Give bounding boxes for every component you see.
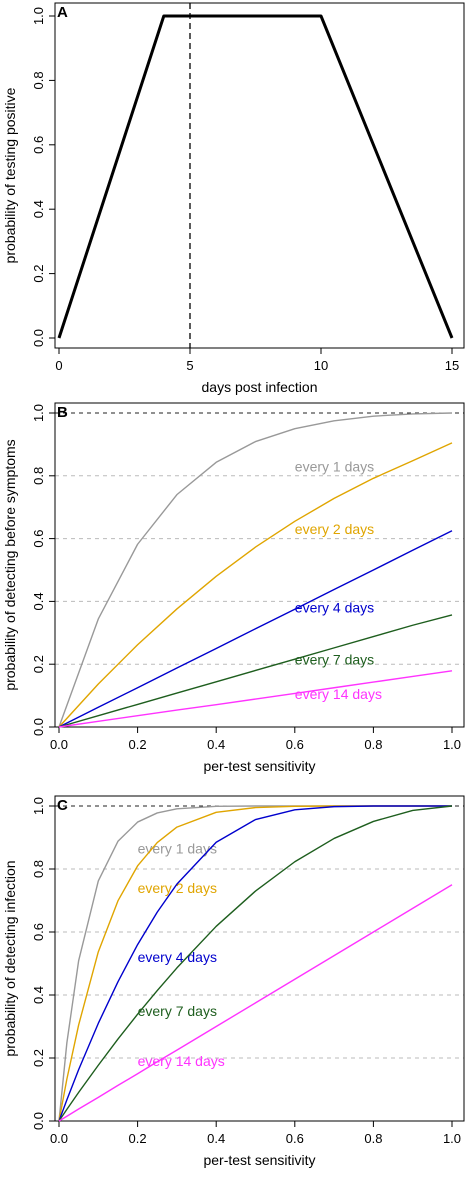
x-tick-label-2: 0.4 (207, 737, 225, 752)
y-tick-label-3: 0.6 (31, 923, 46, 941)
y-tick-label-5: 1.0 (31, 404, 46, 422)
y-axis-title: probability of testing positive (2, 87, 18, 263)
series-label-every-14-days: every 14 days (138, 1053, 225, 1069)
x-axis-title: per-test sensitivity (203, 758, 315, 774)
y-axis-title: probability of detecting infection (2, 860, 18, 1056)
series-label-every-1-days: every 1 days (138, 841, 217, 857)
panel-letter: A (57, 4, 68, 21)
chart-panel-b: B 0.0 0.2 0.4 0.6 0.8 1.0 0.0 0.2 0.4 0.6 0.8 1.0 per… (2, 402, 465, 774)
y-axis-title: probability of detecting before symptoms (2, 439, 18, 690)
series-line-every-14-days (58, 670, 453, 728)
panel-letter: C (57, 797, 68, 814)
series-line-every-1-days (58, 805, 452, 1122)
series-label-every-4-days: every 4 days (138, 949, 217, 965)
y-tick-label-3: 0.6 (31, 530, 46, 548)
x-tick-label-3: 0.6 (286, 1131, 304, 1146)
x-tick-label-5: 1.0 (443, 1131, 461, 1146)
x-axis-title: days post infection (202, 379, 318, 395)
x-tick-label-1: 5 (186, 358, 193, 373)
series-line-every-4-days (58, 805, 452, 1122)
y-tick-label-5: 1.0 (31, 7, 46, 25)
x-axis-title: per-test sensitivity (203, 1152, 315, 1168)
x-tick-label-3: 0.6 (286, 737, 304, 752)
y-tick-label-0: 0.0 (31, 718, 46, 736)
plot-frame (54, 795, 465, 1122)
series-label-every-7-days: every 7 days (295, 651, 374, 667)
chart-panel-a: A 0 5 10 15 0.0 0.2 0.4 0.6 0.8 1.0 days post infec… (2, 2, 465, 395)
series-label-every-1-days: every 1 days (295, 458, 374, 474)
x-tick-label-5: 1.0 (443, 737, 461, 752)
plot-frame (54, 402, 465, 728)
series-line-curve (57, 14, 454, 339)
y-tick-label-1: 0.2 (31, 1049, 46, 1067)
x-tick-label-4: 0.8 (364, 737, 382, 752)
series-line-every-14-days (58, 884, 453, 1122)
x-tick-label-4: 0.8 (364, 1131, 382, 1146)
series-label-every-4-days: every 4 days (295, 600, 374, 616)
x-tick-label-0: 0.0 (50, 1131, 68, 1146)
panel-letter: B (57, 404, 68, 421)
plot-frame (54, 2, 465, 349)
y-tick-label-4: 0.8 (31, 860, 46, 878)
y-tick-label-0: 0.0 (31, 1112, 46, 1130)
x-tick-label-1: 0.2 (129, 737, 147, 752)
y-tick-label-3: 0.6 (31, 136, 46, 154)
chart-panel-c: C 0.0 0.2 0.4 0.6 0.8 1.0 0.0 0.2 0.4 0.6 0.8 1.0 per… (2, 795, 465, 1168)
y-tick-label-4: 0.8 (31, 467, 46, 485)
series-line-every-2-days (58, 805, 452, 1122)
series-label-every-7-days: every 7 days (138, 1003, 217, 1019)
y-tick-label-1: 0.2 (31, 265, 46, 283)
y-tick-label-2: 0.4 (31, 200, 46, 218)
x-tick-label-3: 15 (445, 358, 459, 373)
x-tick-label-2: 10 (314, 358, 328, 373)
series-label-every-2-days: every 2 days (295, 521, 374, 537)
y-tick-label-2: 0.4 (31, 592, 46, 610)
x-tick-label-0: 0 (55, 358, 62, 373)
series-label-every-2-days: every 2 days (138, 880, 217, 896)
y-tick-label-0: 0.0 (31, 329, 46, 347)
y-tick-label-1: 0.2 (31, 655, 46, 673)
series-line-every-2-days (58, 442, 453, 728)
series-line-every-1-days (58, 412, 453, 728)
y-tick-label-4: 0.8 (31, 71, 46, 89)
y-tick-label-2: 0.4 (31, 986, 46, 1004)
series-label-every-14-days: every 14 days (295, 686, 382, 702)
series-line-every-7-days (58, 805, 453, 1122)
y-tick-label-5: 1.0 (31, 797, 46, 815)
x-tick-label-0: 0.0 (50, 737, 68, 752)
x-tick-label-2: 0.4 (207, 1131, 225, 1146)
series-line-every-4-days (58, 530, 453, 728)
series-line-every-7-days (58, 614, 453, 728)
x-tick-label-1: 0.2 (129, 1131, 147, 1146)
